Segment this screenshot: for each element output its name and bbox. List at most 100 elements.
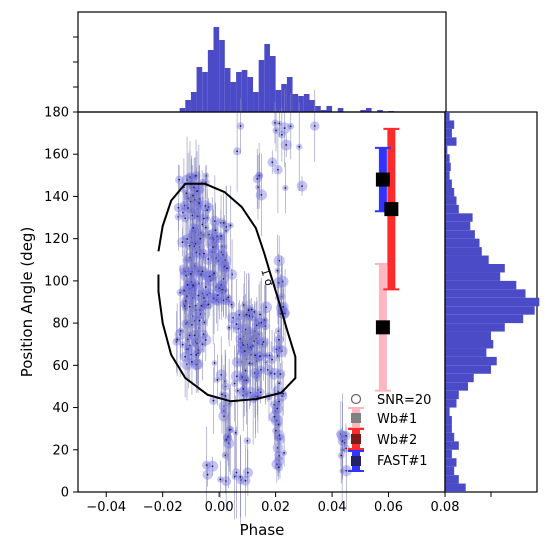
scatter-point-center	[223, 415, 225, 418]
scatter-point-center	[280, 133, 283, 136]
scatter-point-center	[184, 217, 187, 220]
scatter-point-center	[207, 206, 210, 208]
x-tick-label: 0.00	[205, 500, 234, 515]
angle-histogram-bar	[445, 289, 526, 298]
scatter-point-center	[263, 319, 266, 321]
phase-histogram-bar	[230, 82, 237, 112]
scatter-point-center	[259, 313, 261, 316]
scatter-point-center	[265, 306, 268, 309]
scatter-point-center	[236, 389, 239, 392]
scatter-point-center	[220, 283, 223, 286]
scatter-point-center	[222, 299, 225, 302]
angle-histogram-bar	[445, 340, 494, 349]
scatter-point-center	[234, 431, 237, 434]
legend-marker-snr	[350, 393, 362, 405]
scatter-point-center	[197, 352, 199, 355]
scatter-point-center	[183, 304, 186, 307]
angle-histogram-bar	[445, 255, 489, 264]
scatter-point-center	[200, 273, 203, 276]
scatter-point-center	[198, 202, 200, 205]
scatter-point-center	[251, 344, 254, 347]
angle-histogram-bar	[445, 314, 524, 324]
phase-histogram-bar	[213, 27, 220, 112]
phase-histogram-bar	[247, 77, 254, 112]
scatter-point-center	[183, 289, 185, 292]
scatter-point-center	[221, 288, 224, 291]
scatter-point-center	[186, 238, 189, 240]
angle-histogram-bar	[445, 466, 455, 476]
angle-histogram-bar	[445, 483, 466, 492]
scatter-point-center	[248, 362, 251, 365]
angle-histogram-bar	[445, 432, 455, 442]
scatter-point-center	[276, 354, 279, 357]
scatter-point-center	[193, 198, 196, 201]
scatter-point-center	[277, 466, 280, 469]
scatter-point-center	[191, 214, 194, 217]
scatter-point-center	[253, 310, 256, 313]
scatter-point-center	[258, 322, 260, 325]
scatter-point-center	[215, 299, 218, 301]
scatter-point-center	[194, 304, 197, 307]
angle-histogram-bar	[445, 373, 474, 383]
scatter-point-center	[345, 434, 347, 437]
legend-label-wb1: Wb#1	[377, 412, 417, 427]
scatter-point-center	[222, 221, 225, 224]
x-axis-ticks: −0.04 −0.02 0.00 0.02 0.04 0.06 0.08	[86, 492, 459, 515]
phase-histogram-bar	[286, 77, 293, 112]
scatter-point-center	[183, 204, 186, 207]
scatter-point-center	[282, 305, 285, 308]
angle-histogram-bar	[445, 171, 450, 180]
scatter-point-center	[204, 205, 207, 207]
angle-histogram-bar	[445, 280, 517, 290]
scatter-point-center	[213, 362, 216, 364]
scatter-point-center	[235, 323, 238, 325]
scatter-point-center	[216, 379, 219, 381]
scatter-point-center	[281, 280, 284, 283]
legend-label-snr: SNR=20	[377, 393, 431, 408]
scatter-point-center	[193, 334, 196, 337]
scatter-point-center	[201, 343, 204, 346]
scatter-point-center	[278, 338, 280, 341]
scatter-point-center	[201, 292, 204, 295]
scatter-point-center	[277, 423, 280, 426]
scatter-point-center	[181, 241, 184, 244]
scatter-point-center	[198, 253, 201, 255]
contour-label: 1 σ	[258, 267, 276, 288]
scatter-point-center	[232, 316, 234, 319]
scatter-point-center	[198, 319, 201, 322]
x-tick-label: 0.08	[431, 500, 460, 515]
scatter-point-center	[224, 394, 227, 397]
scatter-point-center	[233, 382, 236, 385]
scatter-point-center	[283, 127, 286, 129]
scatter-point-center	[206, 293, 209, 296]
scatter-point-center	[185, 192, 188, 195]
scatter-point-center	[259, 368, 262, 371]
angle-histogram-bar	[445, 365, 491, 374]
scatter-point-center	[192, 194, 194, 197]
phase-histogram-bar	[320, 110, 327, 112]
phase-histogram-bar	[292, 94, 299, 112]
scatter-point-center	[216, 294, 219, 296]
scatter-point-center	[284, 187, 287, 189]
y-tick-label: 180	[44, 106, 69, 121]
scatter-point-center	[185, 300, 187, 302]
scatter-point-center	[202, 333, 205, 336]
angle-histogram-bar	[445, 120, 455, 129]
scatter-point-center	[255, 324, 258, 327]
phase-histogram-bar	[298, 96, 304, 112]
phase-histogram-bar	[202, 72, 208, 112]
scatter-point-center	[195, 174, 197, 177]
scatter-point-center	[191, 323, 193, 326]
scatter-point-center	[199, 237, 202, 240]
phase-histogram-bar	[264, 44, 270, 112]
scatter-point-center	[275, 463, 278, 466]
legend-marker-wb1	[348, 407, 364, 429]
scatter-point-center	[222, 277, 225, 280]
scatter-point-center	[274, 429, 277, 432]
scatter-point-center	[273, 372, 276, 375]
scatter-point-center	[276, 168, 279, 171]
scatter-point-center	[239, 475, 242, 478]
scatter-point-center	[196, 190, 198, 193]
scatter-point-center	[191, 360, 193, 363]
scatter-point-center	[298, 145, 301, 148]
